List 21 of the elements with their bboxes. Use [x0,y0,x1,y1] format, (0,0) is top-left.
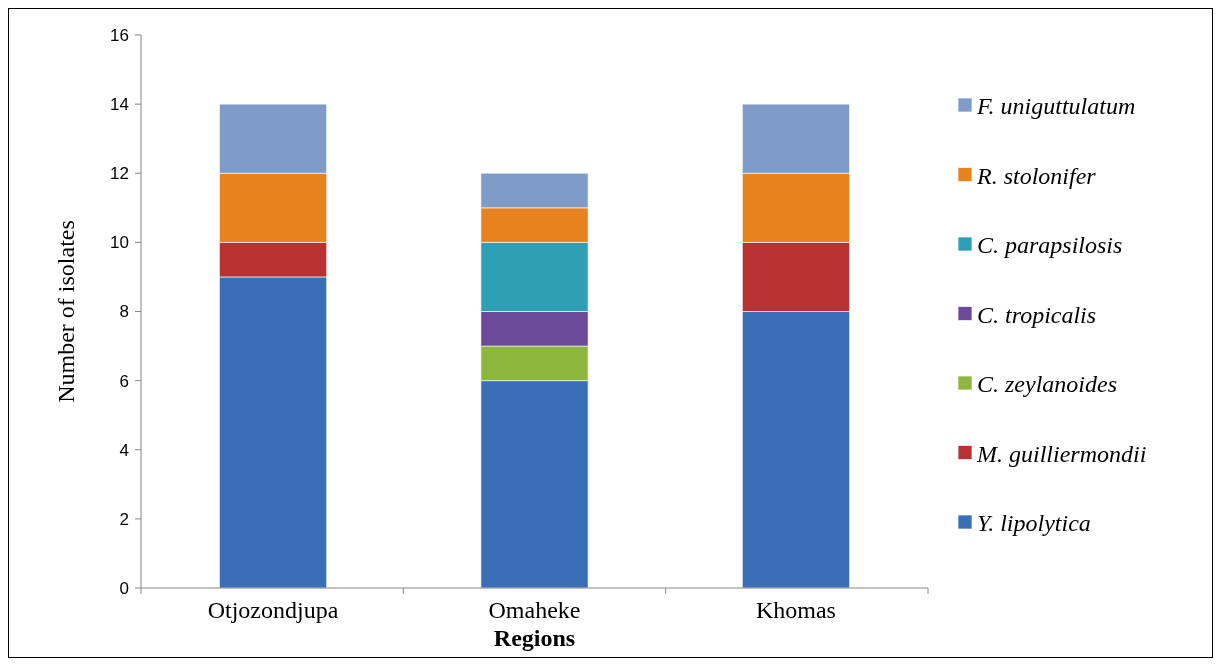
legend-label: C. zeylanoides [977,371,1117,398]
legend-label: F. uniguttulatum [976,93,1136,120]
y-tick-label: 12 [110,164,129,184]
legend-label: Y. lipolytica [977,510,1091,537]
x-axis-title: Regions [493,625,576,651]
y-tick-label: 2 [119,509,129,529]
y-tick-label: 6 [119,371,129,391]
legend-label: C. tropicalis [977,301,1097,328]
x-tick-label: Khomas [755,597,836,623]
y-tick-label: 4 [119,440,129,460]
legend-label: R. stolonifer [976,162,1097,189]
legend-label: C. parapsilosis [977,232,1123,259]
y-axis-title: Number of isolates [53,220,79,403]
x-tick-label: Otjozondjupa [207,597,339,623]
y-tick-label: 8 [119,302,129,322]
legend-label: M. guilliermondii [976,440,1147,467]
x-tick-label: Omaheke [488,597,581,623]
y-tick-label: 0 [119,578,129,598]
y-tick-label: 16 [110,25,129,45]
y-tick-label: 14 [110,95,129,115]
y-tick-label: 10 [110,233,129,253]
